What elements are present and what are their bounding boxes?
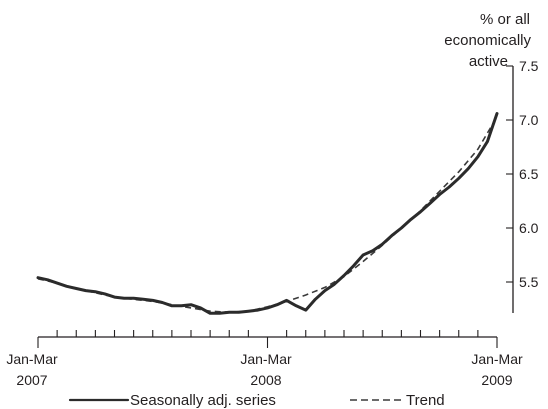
seasonally-adjusted-line [36,112,499,315]
legend-label-trend: Trend [406,392,445,409]
plot-area [36,112,499,315]
trend-line [37,116,498,314]
legend: Seasonally adj. series Trend [68,392,445,409]
x-tick-label-2008-line-2: 2008 [250,372,281,388]
x-tick-label-2009-line-1: Jan-Mar [471,351,523,367]
x-axis-tick-labels: Jan-Mar 2007 Jan-Mar 2008 Jan-Mar 2009 [6,351,523,388]
y-axis-title: % or all economically active [444,11,531,70]
y-axis-ticks: 5.5 6.0 6.5 7.0 7.5 [506,58,539,290]
x-tick-label-2007-line-1: Jan-Mar [6,351,58,367]
y-tick-label-7.5: 7.5 [519,58,539,74]
y-tick-label-6.5: 6.5 [519,166,539,182]
y-tick-label-6.0: 6.0 [519,220,539,236]
y-tick-label-5.5: 5.5 [519,274,539,290]
x-tick-label-2007-line-2: 2007 [16,372,47,388]
x-tick-label-2008-line-1: Jan-Mar [240,351,292,367]
y-axis-title-line-3: active [469,53,508,70]
y-axis-title-line-2: economically [444,32,531,49]
y-tick-label-7.0: 7.0 [519,112,539,128]
legend-label-seasonally-adjusted: Seasonally adj. series [130,392,276,409]
x-tick-label-2009-line-2: 2009 [481,372,512,388]
x-axis-ticks [37,330,498,348]
y-axis-title-line-1: % or all [480,11,530,28]
